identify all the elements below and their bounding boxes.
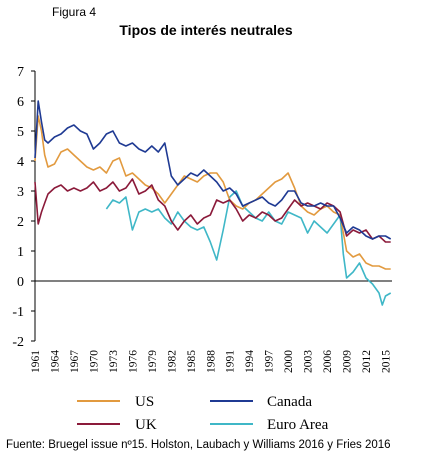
figure-label: Figura 4 — [52, 5, 96, 19]
x-tick-label: 2000 — [283, 350, 295, 373]
x-tick-label: 2015 — [381, 350, 393, 373]
y-tick-label: 4 — [17, 155, 24, 170]
x-tick-label: 1964 — [49, 350, 61, 373]
series-line-euro-area — [105, 190, 392, 306]
legend-item-us: US — [77, 394, 154, 410]
legend-item-euro-area: Euro Area — [210, 417, 329, 433]
source-note: Fuente: Bruegel issue nº15. Holston, Lau… — [6, 439, 391, 451]
x-tick-label: 1991 — [225, 350, 237, 373]
x-tick-label: 1985 — [186, 350, 198, 373]
series-lines — [34, 100, 392, 306]
y-tick-label: 5 — [17, 125, 24, 140]
x-tick-label: 1973 — [108, 350, 120, 373]
x-tick-label: 1976 — [127, 350, 139, 373]
plot-area: -2 -1 0 1 2 3 4 5 6 7 1961 1964 1967 1970 1973 1976 197… — [12, 65, 392, 373]
x-tick-label: 1970 — [88, 350, 100, 373]
y-tick-label: -2 — [12, 335, 24, 350]
legend-item-canada: Canada — [210, 394, 312, 410]
x-tick-label: 1961 — [30, 350, 42, 373]
legend-item-uk: UK — [77, 417, 157, 433]
legend-label-uk: UK — [135, 417, 157, 433]
x-tick-label: 1967 — [69, 350, 81, 373]
y-tick-label: -1 — [12, 305, 24, 320]
x-tick-label: 1979 — [147, 350, 159, 373]
x-tick-label: 2003 — [303, 350, 315, 373]
x-tick-label: 2009 — [342, 350, 354, 373]
y-ticks: -2 -1 0 1 2 3 4 5 6 7 — [12, 65, 35, 350]
y-tick-label: 7 — [17, 65, 24, 80]
y-tick-label: 2 — [17, 215, 24, 230]
x-tick-label: 1988 — [205, 350, 217, 373]
series-line-us — [34, 115, 391, 270]
x-tick-label: 2006 — [322, 350, 334, 373]
legend: US Canada UK Euro Area — [77, 394, 329, 433]
series-line-canada — [34, 100, 392, 240]
x-ticks: 1961 1964 1967 1970 1973 1976 1979 1982 1985 1988… — [30, 350, 393, 373]
x-tick-label: 2012 — [361, 350, 373, 373]
x-tick-label: 1982 — [166, 350, 178, 373]
legend-label-us: US — [135, 394, 154, 410]
x-tick-label: 1997 — [264, 350, 276, 373]
y-tick-label: 0 — [17, 275, 24, 290]
x-tick-label: 1994 — [244, 350, 256, 373]
y-tick-label: 3 — [17, 185, 24, 200]
y-tick-label: 6 — [17, 95, 24, 110]
series-line-uk — [34, 178, 391, 243]
chart-title: Tipos de interés neutrales — [119, 22, 292, 38]
y-tick-label: 1 — [17, 245, 24, 260]
legend-label-euro-area: Euro Area — [267, 417, 329, 433]
legend-label-canada: Canada — [267, 394, 312, 410]
